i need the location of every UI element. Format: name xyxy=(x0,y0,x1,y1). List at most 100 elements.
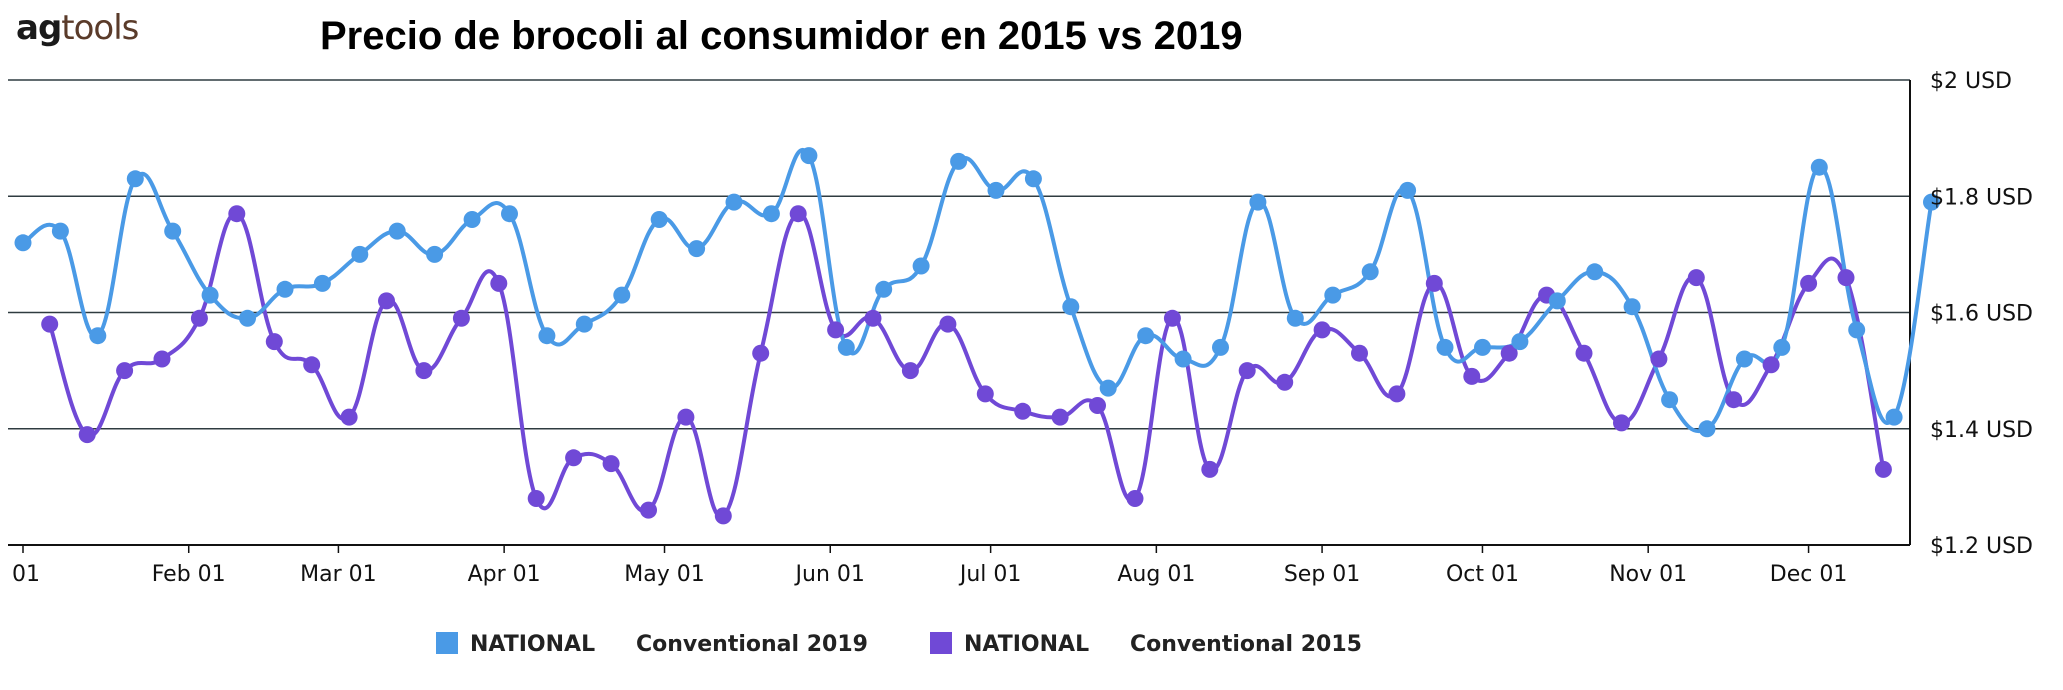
data-point-1[interactable] xyxy=(378,292,395,310)
data-point-1[interactable] xyxy=(1201,460,1219,478)
data-point-1[interactable] xyxy=(116,362,134,380)
data-point-1[interactable] xyxy=(864,309,882,327)
data-point-0[interactable] xyxy=(501,205,518,223)
data-point-1[interactable] xyxy=(752,344,770,362)
data-point-0[interactable] xyxy=(164,222,182,240)
data-point-1[interactable] xyxy=(1687,269,1705,287)
data-point-0[interactable] xyxy=(463,211,481,228)
legend-item-0[interactable]: NATIONAL Conventional 2019 xyxy=(436,632,868,657)
data-point-0[interactable] xyxy=(1062,298,1080,316)
data-point-0[interactable] xyxy=(1324,286,1342,304)
data-point-0[interactable] xyxy=(1286,309,1304,327)
data-point-1[interactable] xyxy=(190,309,208,327)
data-point-0[interactable] xyxy=(239,309,256,327)
data-point-0[interactable] xyxy=(1586,263,1604,281)
data-point-0[interactable] xyxy=(1735,350,1753,368)
data-point-0[interactable] xyxy=(313,274,331,292)
data-point-1[interactable] xyxy=(41,315,59,333)
data-point-1[interactable] xyxy=(1089,397,1106,414)
data-point-1[interactable] xyxy=(789,205,807,223)
data-point-1[interactable] xyxy=(527,490,545,507)
data-point-0[interactable] xyxy=(1885,408,1903,426)
data-point-0[interactable] xyxy=(875,280,893,298)
data-point-0[interactable] xyxy=(1810,158,1828,176)
data-point-1[interactable] xyxy=(1613,414,1630,432)
data-point-0[interactable] xyxy=(688,240,706,258)
data-point-0[interactable] xyxy=(575,315,593,333)
data-point-1[interactable] xyxy=(1388,385,1406,403)
data-point-1[interactable] xyxy=(901,362,919,380)
data-point-1[interactable] xyxy=(1500,344,1518,362)
data-point-1[interactable] xyxy=(1762,356,1780,374)
data-point-0[interactable] xyxy=(1099,379,1117,397)
data-point-0[interactable] xyxy=(426,245,444,263)
data-point-0[interactable] xyxy=(1249,193,1267,211)
data-point-0[interactable] xyxy=(1923,193,1940,211)
data-point-1[interactable] xyxy=(303,356,321,374)
data-point-1[interactable] xyxy=(1238,362,1256,380)
data-point-1[interactable] xyxy=(976,385,994,403)
data-point-0[interactable] xyxy=(800,147,818,165)
data-point-0[interactable] xyxy=(1212,338,1229,356)
data-point-1[interactable] xyxy=(1800,274,1818,292)
data-point-1[interactable] xyxy=(1014,402,1032,420)
data-point-0[interactable] xyxy=(950,152,968,170)
data-point-0[interactable] xyxy=(912,257,930,275)
data-point-1[interactable] xyxy=(78,426,96,444)
data-point-0[interactable] xyxy=(987,181,1005,199)
data-point-1[interactable] xyxy=(565,449,583,467)
data-point-1[interactable] xyxy=(1874,460,1892,478)
data-point-1[interactable] xyxy=(1276,373,1294,391)
data-point-0[interactable] xyxy=(1436,338,1454,356)
data-point-0[interactable] xyxy=(1174,350,1192,368)
data-point-1[interactable] xyxy=(714,507,732,525)
data-point-1[interactable] xyxy=(415,362,433,380)
data-point-1[interactable] xyxy=(827,321,845,339)
data-point-0[interactable] xyxy=(1474,338,1491,356)
data-point-0[interactable] xyxy=(201,286,219,304)
data-point-0[interactable] xyxy=(1548,292,1566,310)
data-point-0[interactable] xyxy=(51,222,69,240)
data-point-1[interactable] xyxy=(228,205,246,223)
data-point-1[interactable] xyxy=(1163,309,1181,327)
data-point-0[interactable] xyxy=(276,280,294,298)
data-point-1[interactable] xyxy=(640,501,657,519)
data-point-1[interactable] xyxy=(1650,350,1668,368)
data-point-0[interactable] xyxy=(725,193,743,211)
data-point-1[interactable] xyxy=(1425,274,1443,292)
data-point-1[interactable] xyxy=(1575,344,1593,362)
data-point-1[interactable] xyxy=(1313,321,1331,339)
data-point-0[interactable] xyxy=(1511,333,1529,351)
data-point-1[interactable] xyxy=(265,333,283,351)
legend-item-1[interactable]: NATIONAL Conventional 2015 xyxy=(930,632,1362,657)
data-point-0[interactable] xyxy=(1623,298,1641,316)
data-point-1[interactable] xyxy=(340,408,358,426)
data-point-1[interactable] xyxy=(1725,391,1743,409)
data-point-0[interactable] xyxy=(14,234,32,252)
data-point-0[interactable] xyxy=(613,286,631,304)
data-point-0[interactable] xyxy=(650,211,668,228)
data-point-0[interactable] xyxy=(126,170,144,188)
data-point-0[interactable] xyxy=(837,338,855,356)
data-point-1[interactable] xyxy=(1463,367,1481,385)
data-point-1[interactable] xyxy=(939,315,957,333)
data-point-1[interactable] xyxy=(452,309,470,327)
data-point-0[interactable] xyxy=(388,222,406,240)
data-point-0[interactable] xyxy=(1399,181,1417,199)
data-point-0[interactable] xyxy=(538,327,556,345)
data-point-0[interactable] xyxy=(1024,170,1042,188)
data-point-1[interactable] xyxy=(677,408,695,426)
data-point-0[interactable] xyxy=(1361,263,1379,281)
legend[interactable]: NATIONAL Conventional 2019 NATIONAL Convent… xyxy=(436,632,1362,657)
data-point-0[interactable] xyxy=(89,327,107,345)
data-point-0[interactable] xyxy=(351,245,369,263)
data-point-0[interactable] xyxy=(1698,420,1716,438)
data-point-0[interactable] xyxy=(1661,391,1679,409)
data-point-1[interactable] xyxy=(1351,344,1368,362)
data-point-1[interactable] xyxy=(1837,269,1855,287)
data-point-1[interactable] xyxy=(153,350,171,368)
data-point-1[interactable] xyxy=(490,274,508,292)
data-point-1[interactable] xyxy=(1126,490,1144,507)
data-point-0[interactable] xyxy=(762,205,780,223)
data-point-0[interactable] xyxy=(1848,321,1866,339)
